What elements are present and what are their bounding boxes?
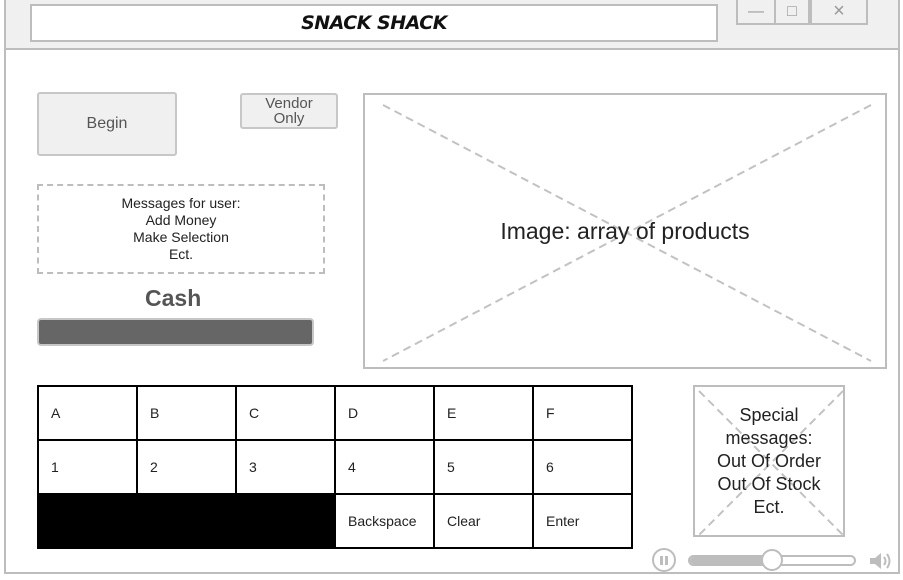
key-1[interactable]: 1 xyxy=(37,439,138,495)
volume-fill xyxy=(690,557,774,564)
key-3[interactable]: 3 xyxy=(235,439,336,495)
volume-knob[interactable] xyxy=(761,549,783,571)
speaker-icon[interactable] xyxy=(868,550,892,572)
messages-line: Make Selection xyxy=(133,229,229,245)
placeholder-cross-icon xyxy=(698,390,843,535)
keypad-row: 1 2 3 4 5 6 xyxy=(37,439,633,495)
close-icon: × xyxy=(833,0,845,22)
key-blank xyxy=(235,493,336,549)
pause-icon[interactable] xyxy=(652,548,676,572)
key-c[interactable]: C xyxy=(235,385,336,441)
enter-key[interactable]: Enter xyxy=(532,493,633,549)
key-f[interactable]: F xyxy=(532,385,633,441)
messages-line: Ect. xyxy=(168,246,194,262)
special-messages-text: Special messages: Out Of Order Out Of St… xyxy=(695,387,843,535)
minimize-icon: — xyxy=(748,2,764,20)
key-e[interactable]: E xyxy=(433,385,534,441)
special-line: Special xyxy=(739,404,799,425)
media-controls xyxy=(652,548,896,574)
key-a[interactable]: A xyxy=(37,385,138,441)
vendor-only-button[interactable]: Vendor Only xyxy=(240,93,338,129)
vendor-only-label-line1: Vendor xyxy=(265,95,313,112)
special-line: Out Of Stock xyxy=(717,473,821,494)
keypad-row: A B C D E F xyxy=(37,385,633,441)
product-image-label: Image: array of products xyxy=(500,217,750,244)
key-blank xyxy=(136,493,237,549)
key-d[interactable]: D xyxy=(334,385,435,441)
key-4[interactable]: 4 xyxy=(334,439,435,495)
maximize-button[interactable]: □ xyxy=(774,0,810,25)
messages-line: Messages for user: xyxy=(121,195,241,211)
minimize-button[interactable]: — xyxy=(736,0,776,25)
begin-button[interactable]: Begin xyxy=(37,92,177,156)
maximize-icon: □ xyxy=(787,2,797,20)
app-title: SNACK SHACK xyxy=(30,4,718,42)
key-5[interactable]: 5 xyxy=(433,439,534,495)
messages-line: Add Money xyxy=(145,212,217,228)
backspace-key[interactable]: Backspace xyxy=(334,493,435,549)
product-image-placeholder: Image: array of products xyxy=(363,93,887,369)
cash-display xyxy=(37,318,314,346)
keypad-row: Backspace Clear Enter xyxy=(37,493,633,549)
key-2[interactable]: 2 xyxy=(136,439,237,495)
special-line: Ect. xyxy=(753,496,785,517)
key-blank xyxy=(37,493,138,549)
selection-keypad: A B C D E F 1 2 3 4 5 6 Backspace Clear … xyxy=(37,385,633,549)
cash-label: Cash xyxy=(145,285,202,311)
special-line: Out Of Order xyxy=(716,450,822,471)
clear-key[interactable]: Clear xyxy=(433,493,534,549)
placeholder-cross-icon xyxy=(382,104,872,362)
special-messages-box: Special messages: Out Of Order Out Of St… xyxy=(693,385,845,537)
close-button[interactable]: × xyxy=(810,0,868,25)
key-b[interactable]: B xyxy=(136,385,237,441)
key-6[interactable]: 6 xyxy=(532,439,633,495)
special-line: messages: xyxy=(725,427,813,448)
user-messages-box: Messages for user: Add Money Make Select… xyxy=(37,184,325,274)
title-bar: SNACK SHACK — □ × xyxy=(6,0,898,50)
vendor-only-label-line2: Only xyxy=(273,110,305,127)
